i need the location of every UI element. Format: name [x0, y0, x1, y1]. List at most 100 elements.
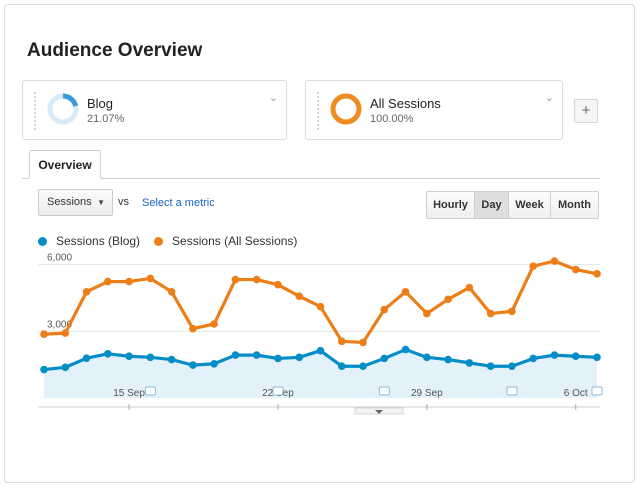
segment-percent: 21.07%: [87, 113, 125, 125]
data-point: [189, 324, 197, 333]
segment-share-ring: [47, 93, 79, 125]
page-title: Audience Overview: [27, 40, 203, 61]
data-point: [401, 345, 410, 354]
data-point: [210, 320, 218, 328]
week-button[interactable]: Week: [509, 191, 551, 219]
legend-label: Sessions (All Sessions): [172, 234, 298, 248]
select-metric-link[interactable]: Select a metric: [142, 197, 215, 209]
drag-handle[interactable]: [33, 91, 37, 131]
caret-down-icon: ▼: [97, 198, 105, 207]
data-point: [40, 330, 48, 339]
data-point: [104, 349, 112, 358]
segment-card-blog[interactable]: Blog 21.07% ⌄: [22, 80, 287, 140]
data-point: [252, 351, 261, 359]
data-point: [125, 352, 133, 361]
data-point: [316, 346, 325, 355]
x-tick-label: 6 Oct: [564, 388, 588, 399]
legend-label: Sessions (Blog): [56, 234, 141, 248]
month-button[interactable]: Month: [551, 191, 599, 219]
data-point: [486, 309, 495, 318]
data-point: [550, 257, 559, 265]
data-point: [40, 365, 48, 374]
data-point: [231, 275, 240, 284]
chevron-down-icon[interactable]: ⌄: [544, 92, 554, 104]
chevron-down-icon[interactable]: ⌄: [268, 92, 278, 104]
data-point: [359, 362, 367, 371]
legend-item-all-sessions[interactable]: Sessions (All Sessions): [154, 234, 297, 248]
chart-legend: Sessions (Blog) Sessions (All Sessions): [38, 234, 311, 248]
annotation-icon: [378, 386, 390, 396]
segment-share-ring: [330, 93, 362, 125]
data-point: [295, 292, 304, 301]
time-range-group: Hourly Day Week Month: [426, 191, 599, 219]
data-point: [401, 287, 410, 296]
data-point: [210, 359, 218, 368]
segment-name: Blog: [87, 96, 114, 111]
data-point: [274, 280, 282, 289]
data-point: [444, 355, 452, 364]
tab-overview[interactable]: Overview: [29, 150, 101, 179]
legend-item-blog[interactable]: Sessions (Blog): [38, 234, 140, 248]
data-point: [146, 274, 155, 283]
legend-dot-icon: [38, 236, 47, 246]
y-tick-label: 3,000: [47, 319, 72, 330]
data-point: [508, 362, 516, 371]
data-point: [295, 353, 304, 362]
segment-card-all-sessions[interactable]: All Sessions 100.00% ⌄: [305, 80, 563, 140]
drag-handle[interactable]: [316, 91, 320, 131]
vs-label: vs: [118, 196, 129, 208]
metric-select-value: Sessions: [47, 196, 92, 208]
data-point: [529, 354, 537, 363]
data-point: [82, 354, 91, 363]
annotation-icon: [272, 386, 284, 396]
annotation-icon: [144, 386, 156, 396]
data-point: [167, 287, 176, 296]
data-point: [571, 352, 580, 361]
series-line-1: [43, 259, 598, 345]
data-point: [529, 262, 537, 271]
day-button[interactable]: Day: [475, 191, 509, 219]
data-point: [337, 362, 346, 371]
data-point: [550, 351, 559, 359]
segment-name: All Sessions: [370, 96, 441, 111]
data-point: [104, 277, 112, 286]
hourly-button[interactable]: Hourly: [426, 191, 475, 219]
data-point: [167, 355, 176, 364]
tab-divider: [22, 178, 600, 179]
caret-down-icon: [375, 410, 383, 414]
add-segment-button[interactable]: +: [574, 99, 598, 123]
data-point: [189, 361, 197, 369]
annotation-icon: [591, 386, 603, 396]
segment-percent: 100.00%: [370, 113, 414, 125]
data-point: [231, 351, 240, 359]
data-point: [380, 354, 389, 363]
data-point: [444, 295, 452, 304]
data-point: [380, 305, 389, 314]
data-point: [593, 269, 601, 278]
data-point: [359, 338, 367, 347]
data-point: [486, 362, 495, 371]
data-point: [146, 353, 155, 362]
data-point: [274, 354, 282, 363]
data-point: [125, 277, 133, 286]
data-point: [571, 265, 580, 274]
x-tick-label: 29 Sep: [411, 388, 443, 399]
x-tick-label: 15 Sep: [113, 388, 145, 399]
data-point: [316, 302, 325, 311]
data-point: [82, 287, 91, 296]
y-tick-label: 6,000: [47, 253, 72, 264]
annotation-icon: [506, 386, 518, 396]
data-point: [508, 307, 516, 316]
data-point: [337, 337, 346, 346]
data-point: [252, 275, 261, 284]
data-point: [423, 353, 431, 362]
data-point: [61, 329, 70, 337]
data-point: [465, 283, 474, 292]
legend-dot-icon: [154, 236, 164, 246]
data-point: [423, 309, 431, 318]
data-point: [465, 359, 474, 367]
data-point: [593, 353, 601, 362]
data-point: [61, 363, 70, 372]
metric-select[interactable]: Sessions ▼: [38, 189, 113, 216]
